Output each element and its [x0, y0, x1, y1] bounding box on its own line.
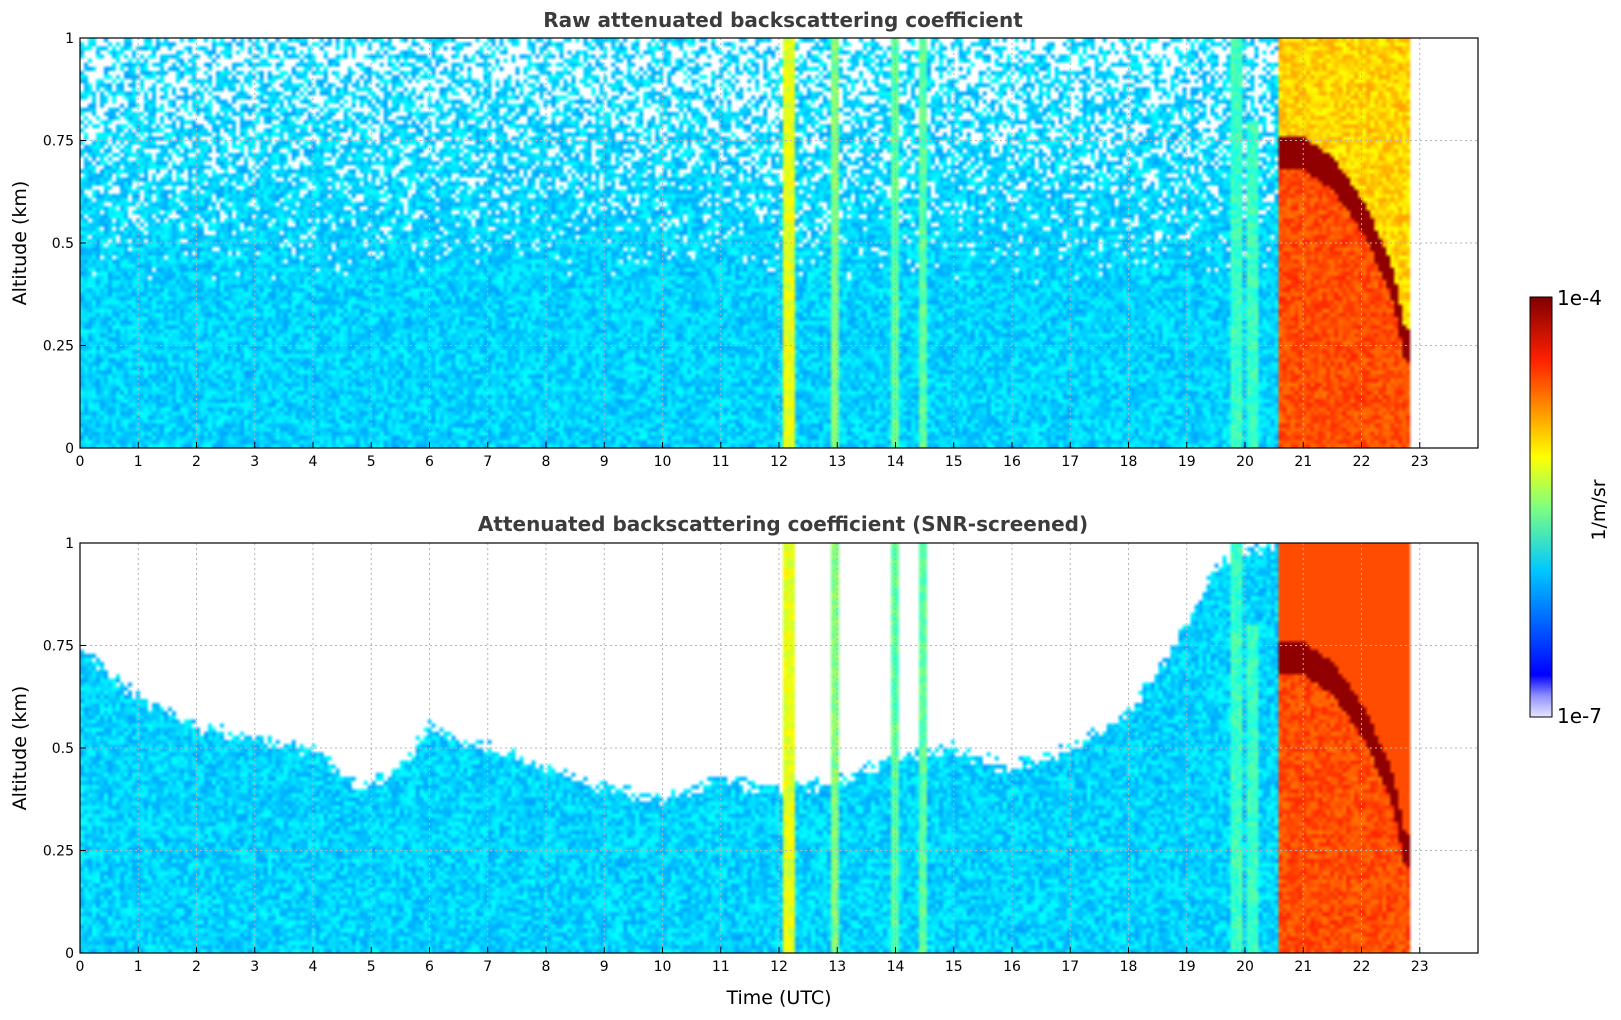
x-tick-label: 18 — [1120, 959, 1138, 975]
x-tick-label: 17 — [1061, 959, 1079, 975]
x-tick-label: 4 — [309, 454, 318, 470]
x-tick-label: 10 — [654, 454, 672, 470]
x-tick-label: 6 — [425, 454, 434, 470]
panel-raw-title: Raw attenuated backscattering coefficien… — [543, 8, 1023, 32]
colorbar-scale — [1529, 296, 1553, 718]
x-tick-label: 5 — [367, 454, 376, 470]
x-tick-label: 23 — [1411, 454, 1429, 470]
x-tick-label: 14 — [887, 959, 905, 975]
x-tick-label: 7 — [483, 454, 492, 470]
x-tick-label: 7 — [483, 959, 492, 975]
x-tick-label: 22 — [1353, 454, 1371, 470]
x-tick-label: 19 — [1178, 959, 1196, 975]
x-tick-label: 9 — [600, 959, 609, 975]
x-tick-label: 0 — [76, 959, 85, 975]
x-tick-label: 22 — [1353, 959, 1371, 975]
colorbar-min-label: 1e-7 — [1557, 704, 1602, 728]
x-tick-label: 1 — [134, 454, 143, 470]
x-tick-label: 8 — [542, 454, 551, 470]
y-tick-label: 0 — [65, 946, 74, 962]
y-tick-label: 0.25 — [43, 339, 74, 355]
x-tick-label: 13 — [828, 959, 846, 975]
panel-screened-x-axis: 0 1 2 3 4 5 6 7 8 9 10 11 12 13 14 15 16 17 18 19 20 21 22 23 — [76, 947, 1429, 975]
panel-raw: Raw attenuated backscattering coefficien… — [9, 8, 1479, 470]
x-tick-label: 13 — [828, 454, 846, 470]
panel-raw-y-label: Altitude (km) — [9, 181, 31, 306]
x-tick-label: 1 — [134, 959, 143, 975]
x-tick-label: 4 — [309, 959, 318, 975]
y-tick-label: 0.5 — [52, 741, 74, 757]
x-tick-label: 12 — [770, 959, 788, 975]
x-tick-label: 0 — [76, 454, 85, 470]
x-tick-label: 10 — [654, 959, 672, 975]
x-tick-label: 20 — [1236, 959, 1254, 975]
x-tick-label: 14 — [887, 454, 905, 470]
colorbar-label: 1/m/sr — [1588, 479, 1610, 540]
x-tick-label: 16 — [1003, 454, 1021, 470]
x-tick-label: 5 — [367, 959, 376, 975]
colorbar-max-label: 1e-4 — [1557, 286, 1602, 310]
x-tick-label: 3 — [250, 959, 259, 975]
y-tick-label: 0.75 — [43, 639, 74, 655]
y-tick-label: 0 — [65, 441, 74, 457]
y-tick-label: 0.75 — [43, 134, 74, 150]
x-tick-label: 11 — [712, 959, 730, 975]
x-tick-label: 20 — [1236, 454, 1254, 470]
x-tick-label: 21 — [1294, 454, 1312, 470]
panel-screened-y-axis: 0 0.25 0.5 0.75 1 — [43, 536, 86, 962]
y-tick-label: 1 — [65, 31, 74, 47]
x-tick-label: 16 — [1003, 959, 1021, 975]
y-tick-label: 1 — [65, 536, 74, 552]
panel-raw-y-axis: 0 0.25 0.5 0.75 1 — [43, 31, 86, 457]
x-tick-label: 12 — [770, 454, 788, 470]
x-tick-label: 18 — [1120, 454, 1138, 470]
panel-screened-title: Attenuated backscattering coefficient (S… — [478, 512, 1088, 536]
x-tick-label: 8 — [542, 959, 551, 975]
y-tick-label: 0.5 — [52, 236, 74, 252]
x-tick-label: 11 — [712, 454, 730, 470]
panel-raw-x-axis: 0 1 2 3 4 5 6 7 8 9 10 11 12 13 14 15 16 17 18 19 20 21 22 23 — [76, 442, 1429, 470]
colorbar: 1e-4 1e-7 1/m/sr — [1529, 286, 1610, 728]
x-tick-label: 2 — [192, 454, 201, 470]
x-tick-label: 23 — [1411, 959, 1429, 975]
x-axis-label: Time (UTC) — [725, 987, 831, 1009]
x-tick-label: 19 — [1178, 454, 1196, 470]
panel-screened-y-label: Altitude (km) — [9, 686, 31, 811]
x-tick-label: 2 — [192, 959, 201, 975]
x-tick-label: 3 — [250, 454, 259, 470]
x-tick-label: 9 — [600, 454, 609, 470]
x-tick-label: 6 — [425, 959, 434, 975]
x-tick-label: 15 — [945, 454, 963, 470]
x-tick-label: 21 — [1294, 959, 1312, 975]
x-tick-label: 15 — [945, 959, 963, 975]
y-tick-label: 0.25 — [43, 844, 74, 860]
x-tick-label: 17 — [1061, 454, 1079, 470]
panel-screened: Attenuated backscattering coefficient (S… — [9, 512, 1479, 975]
